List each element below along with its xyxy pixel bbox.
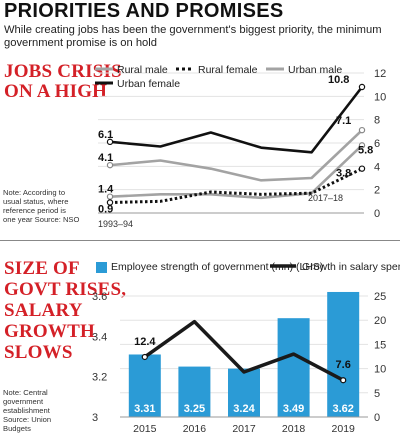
page-title: PRIORITIES AND PROMISES (4, 0, 284, 22)
legend-label: Urban male (288, 64, 342, 76)
series-line (109, 86, 364, 154)
bar (228, 368, 260, 417)
govt-heading-line-2: GOVT RISES, (4, 279, 127, 300)
data-point (106, 199, 114, 206)
x-tick-label: 2019 (332, 423, 356, 435)
line-value-label: 7.6 (336, 359, 351, 371)
bar-value-label: 3.25 (184, 403, 205, 415)
bar (327, 291, 360, 417)
govt-note-line: Source: Union (3, 415, 52, 424)
data-point (358, 165, 366, 172)
legend-label: Urban female (117, 78, 180, 90)
y-tick-label: 12 (374, 68, 386, 80)
legend-label: Employee strength of government (mn) (LH… (111, 261, 323, 273)
y-tick-label: 0 (374, 208, 380, 220)
x-tick-label: 2015 (133, 423, 157, 435)
govt-note-line: Note: Central (3, 388, 48, 397)
line-value-label: 12.4 (134, 336, 156, 348)
data-label: 4.1 (98, 152, 113, 164)
jobs-heading-line-1: JOBS CRISIS (4, 61, 122, 82)
govt-heading-line-3: SALARY (4, 300, 83, 321)
legend-swatch (96, 262, 107, 273)
y-tick-label-left: 3.4 (92, 331, 107, 343)
jobs-note-line: reference period is (3, 206, 66, 215)
data-label: 6.1 (98, 129, 113, 141)
section-divider (0, 240, 400, 241)
govt-heading: SIZE OF GOVT RISES, SALARY GROWTH SLOWS (4, 258, 126, 363)
data-point (106, 193, 114, 200)
series-line (143, 319, 345, 382)
jobs-note-line: Note: According to (3, 188, 66, 197)
y-tick-label-left: 3.2 (92, 372, 107, 384)
y-tick-label-left: 3.6 (92, 291, 107, 303)
data-label: 0.9 (98, 204, 113, 216)
govt-heading-line-1: SIZE OF (4, 258, 80, 279)
data-point (106, 138, 114, 146)
data-label: 5.8 (358, 144, 373, 156)
govt-heading-line-4: GROWTH (4, 321, 95, 342)
legend-label: Growth in salary spend (%) (RHS) (302, 261, 400, 273)
bar-value-label: 3.49 (283, 403, 304, 415)
y-tick-label: 8 (374, 115, 380, 127)
govt-note-line: government (3, 397, 44, 406)
data-point (358, 83, 366, 91)
jobs-heading: JOBS CRISIS ON A HIGH (4, 62, 122, 102)
data-point (141, 353, 148, 361)
jobs-note-line: one year Source: NSO (3, 215, 80, 224)
y-tick-label-right: 25 (374, 291, 386, 303)
data-point (106, 161, 114, 169)
y-tick-label-right: 5 (374, 388, 380, 400)
y-tick-label-right: 10 (374, 364, 386, 376)
govt-heading-line-5: SLOWS (4, 342, 73, 363)
govt-note-line: establishment (3, 406, 50, 415)
y-tick-label: 2 (374, 185, 380, 197)
data-point (358, 126, 366, 134)
data-label: 3.8 (336, 168, 351, 180)
data-label: 10.8 (328, 74, 349, 86)
data-label: 1.4 (98, 184, 114, 196)
page-subtitle: While creating jobs has been the governm… (4, 24, 382, 49)
jobs-note-line: usual status, where (3, 197, 69, 206)
x-tick-label: 2017–18 (308, 193, 343, 203)
bar (178, 366, 211, 417)
x-tick-label: 1993–94 (98, 219, 133, 229)
govt-note-line: Budgets (3, 424, 31, 433)
bar (277, 318, 310, 417)
data-point (340, 377, 347, 384)
x-tick-label: 2018 (282, 423, 306, 435)
bar-value-label: 3.31 (134, 403, 155, 415)
bar-value-label: 3.24 (233, 403, 255, 415)
govt-note: Note: Central government establishment S… (3, 388, 51, 433)
jobs-heading-line-2: ON A HIGH (4, 81, 108, 102)
y-tick-label: 4 (374, 161, 380, 173)
y-tick-label-right: 20 (374, 315, 386, 327)
y-tick-label-right: 0 (374, 412, 380, 424)
x-tick-label: 2016 (183, 423, 207, 435)
series-line (109, 144, 363, 200)
data-label: 7.1 (336, 115, 351, 127)
series-line (109, 129, 363, 182)
y-tick-label: 6 (374, 138, 380, 150)
y-tick-label-right: 15 (374, 339, 386, 351)
legend-label: Rural male (117, 64, 168, 76)
series-line (109, 167, 363, 204)
bar (128, 354, 161, 417)
y-tick-label: 10 (374, 91, 386, 103)
x-tick-label: 2017 (232, 423, 256, 435)
bar-value-label: 3.62 (332, 403, 353, 415)
jobs-note: Note: According to usual status, where r… (3, 188, 79, 224)
y-tick-label-left: 3 (92, 412, 98, 424)
data-point (358, 142, 366, 149)
legend-label: Rural female (198, 64, 258, 76)
